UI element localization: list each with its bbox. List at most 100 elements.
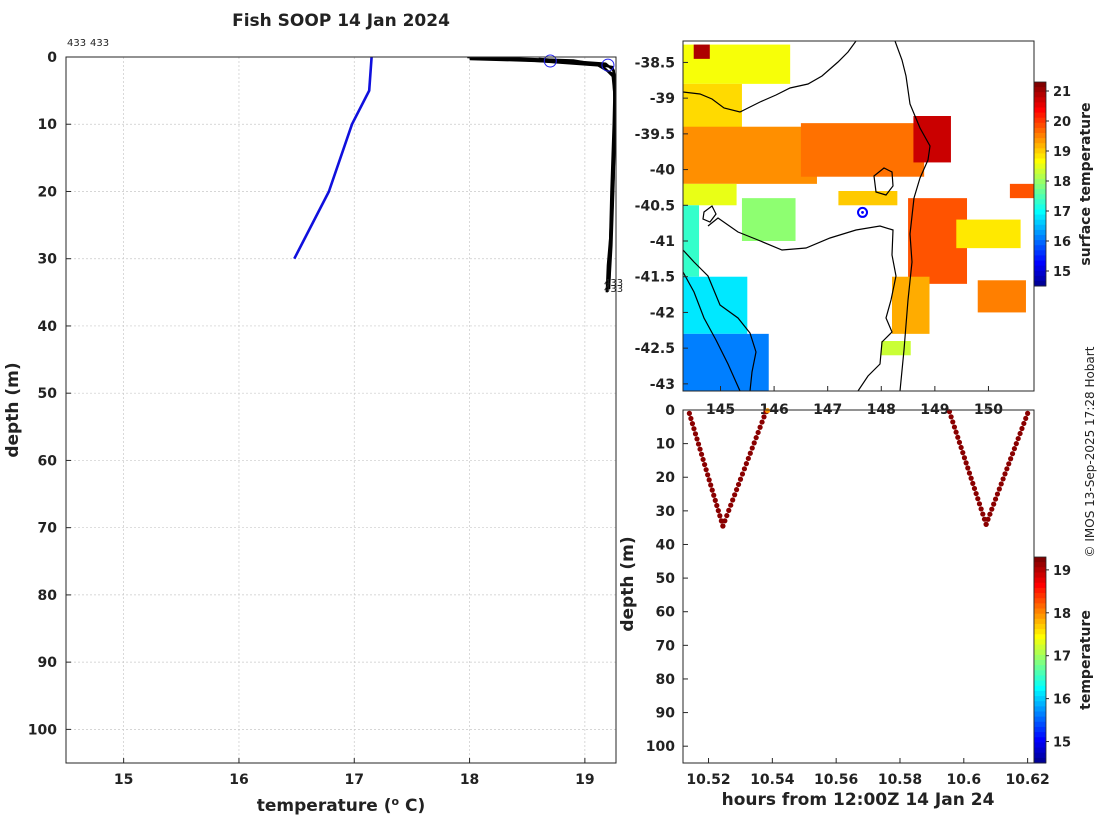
- timeseries-colorbar-step: [1034, 593, 1046, 599]
- timeseries-point: [948, 414, 954, 420]
- timeseries-point: [700, 456, 706, 463]
- map-colorbar-step: [1034, 158, 1046, 165]
- map-colorbar-step: [1034, 122, 1046, 129]
- profile-ytick-label: 50: [38, 386, 58, 402]
- profile-end-label: 433: [604, 278, 623, 289]
- timeseries-colorbar-step: [1034, 742, 1046, 749]
- timeseries-ytick-label: 80: [656, 672, 676, 688]
- map-ytick-label: -38.5: [635, 55, 675, 71]
- timeseries-colorbar-step: [1034, 577, 1046, 584]
- map-colorbar-frame: [1033, 81, 1047, 287]
- timeseries-point: [958, 444, 964, 451]
- timeseries-colorbar-step: [1034, 572, 1046, 579]
- profile-series-line: [469, 57, 616, 286]
- timeseries-point: [991, 501, 997, 507]
- timeseries-xtick-label: 10.52: [686, 772, 730, 788]
- sst-cell: [838, 191, 898, 206]
- timeseries-xtick-label: 10.58: [878, 772, 922, 788]
- timeseries-point: [689, 421, 696, 427]
- profile-series-line: [538, 57, 616, 290]
- timeseries-ytick-label: 40: [656, 537, 676, 553]
- timeseries-axes-frame: [682, 409, 1035, 764]
- timeseries-point: [709, 487, 715, 493]
- timeseries-point: [1025, 410, 1031, 416]
- map-colorbar-step: [1034, 133, 1046, 139]
- timeseries-point: [989, 506, 995, 512]
- map-colorbar-step: [1034, 209, 1046, 216]
- timeseries-x-label: hours from 12:00Z 14 Jan 24: [722, 790, 995, 810]
- timeseries-colorbar-step: [1034, 696, 1046, 702]
- sst-cell: [683, 205, 700, 277]
- timeseries-colorbar-step: [1034, 726, 1046, 733]
- timeseries-xtick-label: 10.56: [814, 772, 858, 788]
- map-colorbar-step: [1034, 194, 1046, 200]
- timeseries-xtick-label: 10.62: [1005, 772, 1049, 788]
- profile-ytick-label: 80: [38, 588, 58, 604]
- timeseries-point: [714, 502, 720, 509]
- timeseries-point: [692, 431, 699, 437]
- timeseries-point: [980, 511, 986, 517]
- copyright-note: © IMOS 13-Sep-2025 17:28 Hobart: [1083, 346, 1097, 557]
- timeseries-point: [695, 441, 702, 447]
- timeseries-point: [971, 485, 978, 492]
- timeseries-point: [688, 415, 694, 422]
- coastline-tasmania: [683, 217, 897, 391]
- timeseries-point: [966, 470, 973, 476]
- timeseries-point: [1011, 446, 1018, 452]
- timeseries-ytick-label: 90: [656, 706, 676, 722]
- timeseries-point: [702, 461, 708, 468]
- timeseries-point: [983, 521, 989, 527]
- timeseries-point: [698, 451, 705, 457]
- map-colorbar-tick-label: 19: [1053, 145, 1071, 160]
- profile-ytick-label: 60: [38, 453, 58, 469]
- timeseries-point: [960, 450, 966, 456]
- timeseries-colorbar-step: [1034, 747, 1046, 754]
- map-colorbar-step: [1034, 92, 1046, 98]
- timeseries-colorbar-step: [1034, 639, 1046, 646]
- profile-series-line: [515, 58, 616, 283]
- timeseries-point: [956, 439, 963, 445]
- timeseries-point: [706, 477, 712, 483]
- map-colorbar-step: [1034, 265, 1046, 272]
- map-colorbar-step: [1034, 178, 1046, 185]
- timeseries-point: [976, 501, 983, 507]
- timeseries-point: [745, 455, 751, 462]
- timeseries-point: [994, 491, 1001, 497]
- timeseries-ticks: 10.52 10.54 10.56 10.58 10.6 10.62 0 10 20 30 40 50…: [646, 403, 1050, 788]
- timeseries-point: [996, 486, 1002, 492]
- coastline-victoria: [683, 41, 857, 113]
- timeseries-point: [697, 446, 703, 452]
- timeseries-point: [741, 466, 748, 472]
- sst-cell: [977, 280, 1026, 313]
- timeseries-ytick-label: 10: [656, 437, 676, 453]
- timeseries-colorbar-step: [1034, 608, 1046, 615]
- map-colorbar-step: [1034, 153, 1046, 159]
- timeseries-point: [1019, 425, 1025, 432]
- map-colorbar-step: [1034, 173, 1046, 180]
- timeseries-point: [961, 455, 968, 461]
- timeseries-point: [955, 434, 961, 440]
- timeseries-y-label: depth (m): [618, 536, 638, 631]
- timeseries-ytick-label: 0: [665, 403, 675, 419]
- timeseries-colorbar: 15 16 17 18 19: [1033, 556, 1071, 764]
- timeseries-colorbar-step: [1034, 737, 1046, 743]
- map-ytick-label: -42.5: [635, 341, 675, 357]
- timeseries-point: [686, 410, 692, 416]
- sst-cell: [683, 276, 748, 334]
- profile-panel: 15 16 17 18 19 0 10 20 30 40 50 60 70 80 90 100 433 433…: [3, 50, 623, 816]
- timeseries-point: [975, 496, 981, 502]
- map-colorbar-tick-label: 16: [1053, 235, 1071, 250]
- sst-cell: [741, 198, 796, 241]
- profile-ytick-label: 10: [38, 117, 58, 133]
- timeseries-colorbar-step: [1034, 634, 1046, 640]
- timeseries-ytick-label: 50: [656, 571, 676, 587]
- map-colorbar-step: [1034, 199, 1046, 205]
- profile-id-label: 433: [90, 38, 109, 49]
- map-colorbar-step: [1034, 112, 1046, 119]
- map-ytick-label: -40.5: [635, 198, 675, 214]
- timeseries-point: [751, 440, 757, 446]
- timeseries-colorbar-step: [1034, 644, 1046, 651]
- map-ytick-label: -41.5: [635, 270, 675, 286]
- timeseries-point: [755, 429, 761, 436]
- map-ytick-label: -41: [650, 234, 675, 250]
